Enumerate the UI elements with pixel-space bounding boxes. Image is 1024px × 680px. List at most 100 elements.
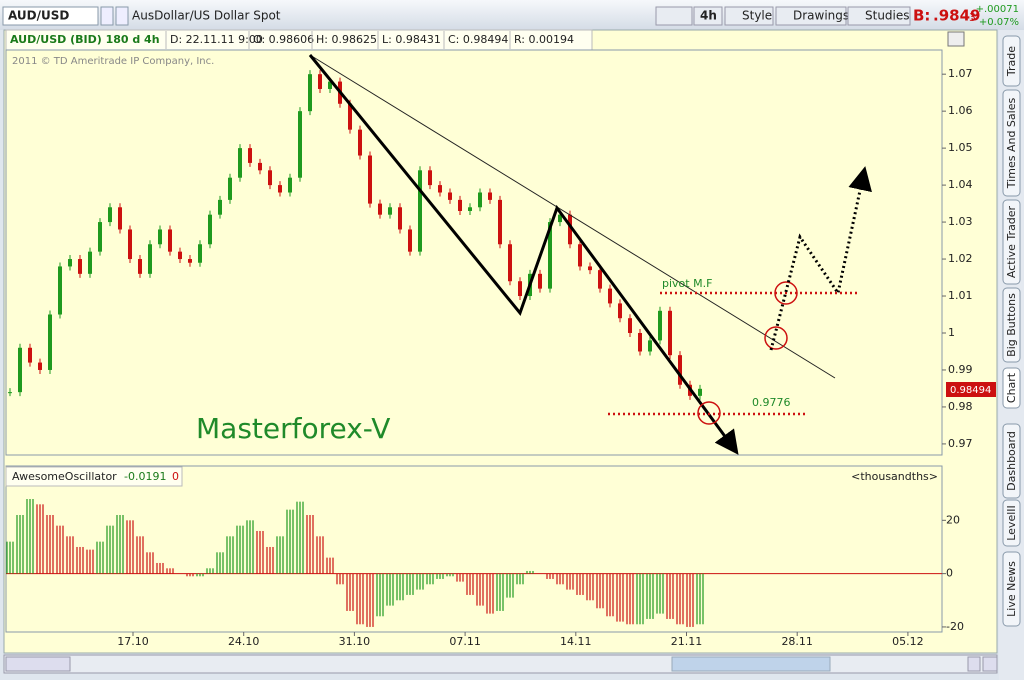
candle xyxy=(648,340,652,352)
copyright: 2011 © TD Ameritrade IP Company, Inc. xyxy=(12,56,214,67)
header-field: R: 0.00194 xyxy=(514,33,574,46)
link-button[interactable] xyxy=(100,6,114,26)
y-tick-label: 0.99 xyxy=(948,363,973,376)
tool-buttons[interactable] xyxy=(655,6,693,26)
oscillator-value: -0.0191 xyxy=(124,470,166,483)
x-tick-label: 24.10 xyxy=(228,635,260,648)
forecast-path xyxy=(769,166,872,351)
bid-fraction: 3 xyxy=(969,11,976,24)
candle xyxy=(468,207,472,211)
candle xyxy=(148,244,152,274)
sidebar-tab-label: Active Trader xyxy=(1005,205,1018,278)
candle xyxy=(368,155,372,204)
candle xyxy=(268,170,272,186)
y-tick-label: 1.03 xyxy=(948,215,973,228)
candle xyxy=(178,251,182,260)
candle xyxy=(68,259,72,267)
y-tick-label: -20 xyxy=(946,620,964,633)
target-label: 0.9776 xyxy=(752,396,791,409)
settings-button[interactable] xyxy=(947,31,965,47)
candle xyxy=(618,303,622,319)
toolbar-button-label: Studies xyxy=(865,9,910,23)
zoom-buttons[interactable] xyxy=(5,656,71,672)
expand-button[interactable] xyxy=(982,656,998,672)
bid-label: B: xyxy=(913,7,930,25)
sidebar-tab[interactable] xyxy=(1002,89,1021,197)
candle xyxy=(108,207,112,223)
timeframe: 4h xyxy=(700,9,717,23)
candle xyxy=(28,347,32,363)
candle xyxy=(448,192,452,200)
candle xyxy=(698,388,702,396)
candle xyxy=(328,81,332,89)
scroll-thumb[interactable] xyxy=(671,656,831,672)
sidebar-tab[interactable] xyxy=(1002,367,1021,409)
header-field: D: 22.11.11 9:00 xyxy=(170,33,263,46)
oscillator-header xyxy=(5,466,183,487)
bid-price: .9849 xyxy=(933,7,980,25)
sidebar-tab[interactable] xyxy=(1002,35,1021,87)
toolbar-button[interactable] xyxy=(847,6,911,26)
circle xyxy=(697,401,721,425)
sidebar-tab[interactable] xyxy=(1002,499,1021,547)
description: AusDollar/US Dollar Spot xyxy=(132,9,281,23)
candle xyxy=(588,266,592,271)
sidebar-tab[interactable] xyxy=(1002,551,1021,627)
sidebar-tab[interactable] xyxy=(1002,287,1021,363)
candle xyxy=(158,229,162,245)
grid-button[interactable] xyxy=(115,6,129,26)
sidebar-tab-label: Big Buttons xyxy=(1005,293,1018,357)
candle xyxy=(308,74,312,112)
candle xyxy=(248,148,252,163)
oscillator-title: AwesomeOscillator xyxy=(12,470,117,483)
price-tag xyxy=(946,382,996,397)
candle xyxy=(218,199,222,215)
toolbar-button[interactable] xyxy=(775,6,847,26)
candle xyxy=(378,203,382,215)
x-tick-label: 14.11 xyxy=(560,635,592,648)
candle xyxy=(348,103,352,130)
sidebar-tab[interactable] xyxy=(1002,199,1021,285)
change: +.00071 xyxy=(976,4,1019,15)
oscillator-marks: 20 0 -20 xyxy=(6,498,964,633)
x-tick-label: 07.11 xyxy=(449,635,481,648)
candle xyxy=(398,207,402,230)
y-tick-label: 1.01 xyxy=(948,289,973,302)
sidebar-tab-label: Dashboard xyxy=(1005,431,1018,491)
candle xyxy=(318,74,322,89)
sidebar-tab-label: Trade xyxy=(1005,46,1018,77)
timeframe-button[interactable] xyxy=(693,6,723,26)
header-fields: D: 22.11.11 9:00O: 0.98606 H: 0.98625 L: 0… xyxy=(165,31,574,49)
scroll-right[interactable] xyxy=(967,656,981,672)
candle xyxy=(488,192,492,200)
candle xyxy=(18,347,22,393)
candle xyxy=(38,362,42,370)
candle xyxy=(568,214,572,245)
sidebar-tab[interactable] xyxy=(1002,423,1021,499)
candle xyxy=(438,185,442,193)
candle xyxy=(578,244,582,267)
toolbar-button[interactable] xyxy=(724,6,774,26)
candle xyxy=(228,177,232,200)
x-tick-label: 28.11 xyxy=(781,635,813,648)
candle xyxy=(188,259,192,263)
candle xyxy=(48,314,52,370)
candle xyxy=(198,244,202,263)
toolbar-button-label: Style xyxy=(742,9,772,23)
price-marks: 1.07 1.06 1.05 1.04 1.03 1.02 1.01 1 0.99 0.98 0.9… xyxy=(8,67,973,450)
candle xyxy=(8,392,12,394)
candle xyxy=(548,222,552,289)
sidebar-tab-label: Live News xyxy=(1005,561,1018,617)
candle xyxy=(128,229,132,260)
oscillator-plot xyxy=(5,465,943,633)
symbol-box[interactable] xyxy=(2,6,99,26)
scrollbar xyxy=(3,654,998,674)
pivot-label: pivot M.F xyxy=(662,277,712,290)
candle xyxy=(278,185,282,193)
unit-label: <thousandths> xyxy=(851,470,938,483)
y-tick-label: 1.04 xyxy=(948,178,973,191)
header-field: C: 0.98494 xyxy=(448,33,508,46)
y-tick-label: 0 xyxy=(946,567,953,580)
candle xyxy=(168,229,172,252)
price-plot xyxy=(5,49,943,456)
